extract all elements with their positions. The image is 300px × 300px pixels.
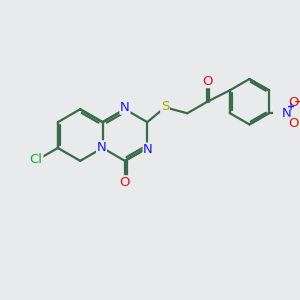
- Text: N: N: [120, 101, 130, 114]
- Text: +: +: [287, 102, 295, 112]
- Text: S: S: [161, 100, 169, 113]
- Text: N: N: [97, 141, 106, 154]
- Text: O: O: [288, 117, 298, 130]
- Text: O: O: [202, 75, 212, 88]
- Text: O: O: [120, 176, 130, 189]
- Text: O: O: [288, 96, 298, 109]
- Text: Cl: Cl: [30, 153, 43, 166]
- Text: −: −: [294, 97, 300, 106]
- Text: N: N: [143, 143, 153, 156]
- Text: N: N: [282, 106, 291, 120]
